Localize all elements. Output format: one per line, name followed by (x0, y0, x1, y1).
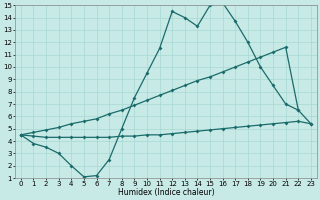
X-axis label: Humidex (Indice chaleur): Humidex (Indice chaleur) (117, 188, 214, 197)
